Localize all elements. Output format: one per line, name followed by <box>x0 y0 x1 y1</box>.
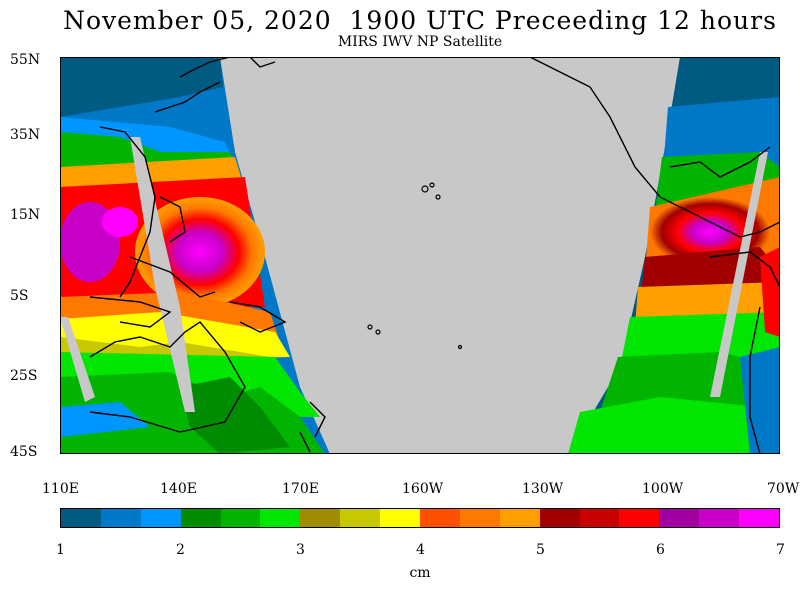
lat-label-25s: 25S <box>10 368 38 384</box>
colorbar-tick-4: 4 <box>416 542 425 558</box>
lon-label-70w: 70W <box>767 481 800 497</box>
colorbar-unit: cm <box>409 565 431 581</box>
colorbar-segment <box>100 509 141 527</box>
colorbar-segment <box>539 509 580 527</box>
lat-label-15n: 15N <box>10 207 41 223</box>
lon-label-160w: 160W <box>402 481 444 497</box>
lat-label-35n: 35N <box>10 127 41 143</box>
colorbar-segment <box>579 509 620 527</box>
colorbar-segment <box>220 509 261 527</box>
colorbar-tick-2: 2 <box>176 542 185 558</box>
lon-label-110e: 110E <box>42 481 79 497</box>
colorbar-tick-7: 7 <box>776 542 785 558</box>
map-subtitle: MIRS IWV NP Satellite <box>337 34 503 50</box>
lat-label-5s: 5S <box>10 288 29 304</box>
lon-label-170e: 170E <box>282 481 319 497</box>
coastlines <box>89 57 780 454</box>
colorbar-tick-6: 6 <box>656 542 665 558</box>
colorbar-segment <box>699 509 740 527</box>
pacific-islands <box>367 182 463 350</box>
colorbar-segment <box>739 509 780 527</box>
colorbar-segment <box>61 509 101 527</box>
colorbar-segment <box>459 509 500 527</box>
colorbar-segment <box>619 509 660 527</box>
map-svg <box>60 57 780 454</box>
colorbar-segment <box>340 509 381 527</box>
colorbar-segment <box>499 509 540 527</box>
west-data-swath <box>60 57 330 454</box>
colorbar-segment <box>300 509 341 527</box>
colorbar-segment <box>260 509 301 527</box>
east-data-swath <box>568 57 780 454</box>
lat-label-55n: 55N <box>10 52 41 68</box>
water-vapor-map <box>60 57 780 454</box>
colorbar-tick-1: 1 <box>56 542 65 558</box>
lat-label-45s: 45S <box>10 444 38 460</box>
colorbar-segment <box>380 509 421 527</box>
map-title: November 05, 2020 1900 UTC Preceeding 12… <box>63 6 777 35</box>
colorbar-segment <box>180 509 221 527</box>
color-scale-bar <box>60 508 780 528</box>
lon-label-140e: 140E <box>160 481 197 497</box>
colorbar-tick-5: 5 <box>536 542 545 558</box>
colorbar-segment <box>420 509 460 527</box>
colorbar-segment <box>140 509 181 527</box>
colorbar-tick-3: 3 <box>296 542 305 558</box>
lon-label-100w: 100W <box>642 481 684 497</box>
colorbar-segment <box>659 509 700 527</box>
lon-label-130w: 130W <box>522 481 564 497</box>
